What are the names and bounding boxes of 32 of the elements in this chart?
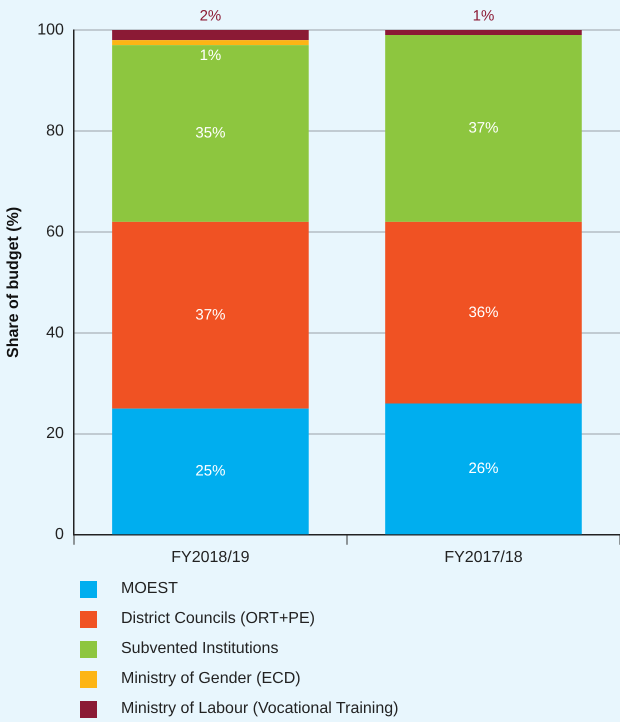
data-label: 25% [195, 462, 226, 480]
bar [112, 30, 309, 40]
bar [112, 45, 309, 222]
y-tick-label: 100 [37, 21, 64, 38]
legend-label: Subvented Institutions [121, 640, 278, 658]
bar [112, 40, 309, 46]
data-label: 1% [200, 46, 222, 64]
legend-label: MOEST [121, 580, 178, 598]
x-tick-label: FY2018/19 [171, 548, 250, 566]
data-label: 37% [468, 120, 498, 137]
y-tick-label: 0 [54, 526, 64, 544]
data-label: 37% [195, 306, 226, 324]
bar [385, 35, 582, 222]
bar [385, 222, 582, 404]
bar [112, 222, 309, 409]
y-tick-label: 80 [46, 122, 64, 140]
y-axis-title: Share of budget (%) [5, 206, 22, 358]
data-label: 2% [200, 8, 222, 25]
bar [385, 30, 582, 36]
data-label: 1% [472, 8, 494, 25]
x-tick-label: FY2017/18 [444, 548, 523, 566]
legend-label: District Councils (ORT+PE) [121, 610, 315, 628]
data-label: 36% [468, 304, 498, 321]
data-label: 26% [468, 460, 498, 478]
y-tick-label: 20 [46, 425, 64, 442]
y-tick-label: 40 [46, 324, 64, 342]
bar [112, 408, 309, 534]
legend-label: Ministry of Gender (ECD) [121, 670, 301, 688]
bar [385, 404, 582, 534]
data-label: 35% [195, 124, 226, 142]
y-tick-label: 60 [46, 223, 64, 240]
legend-label: Ministry of Labour (Vocational Training) [121, 700, 398, 718]
